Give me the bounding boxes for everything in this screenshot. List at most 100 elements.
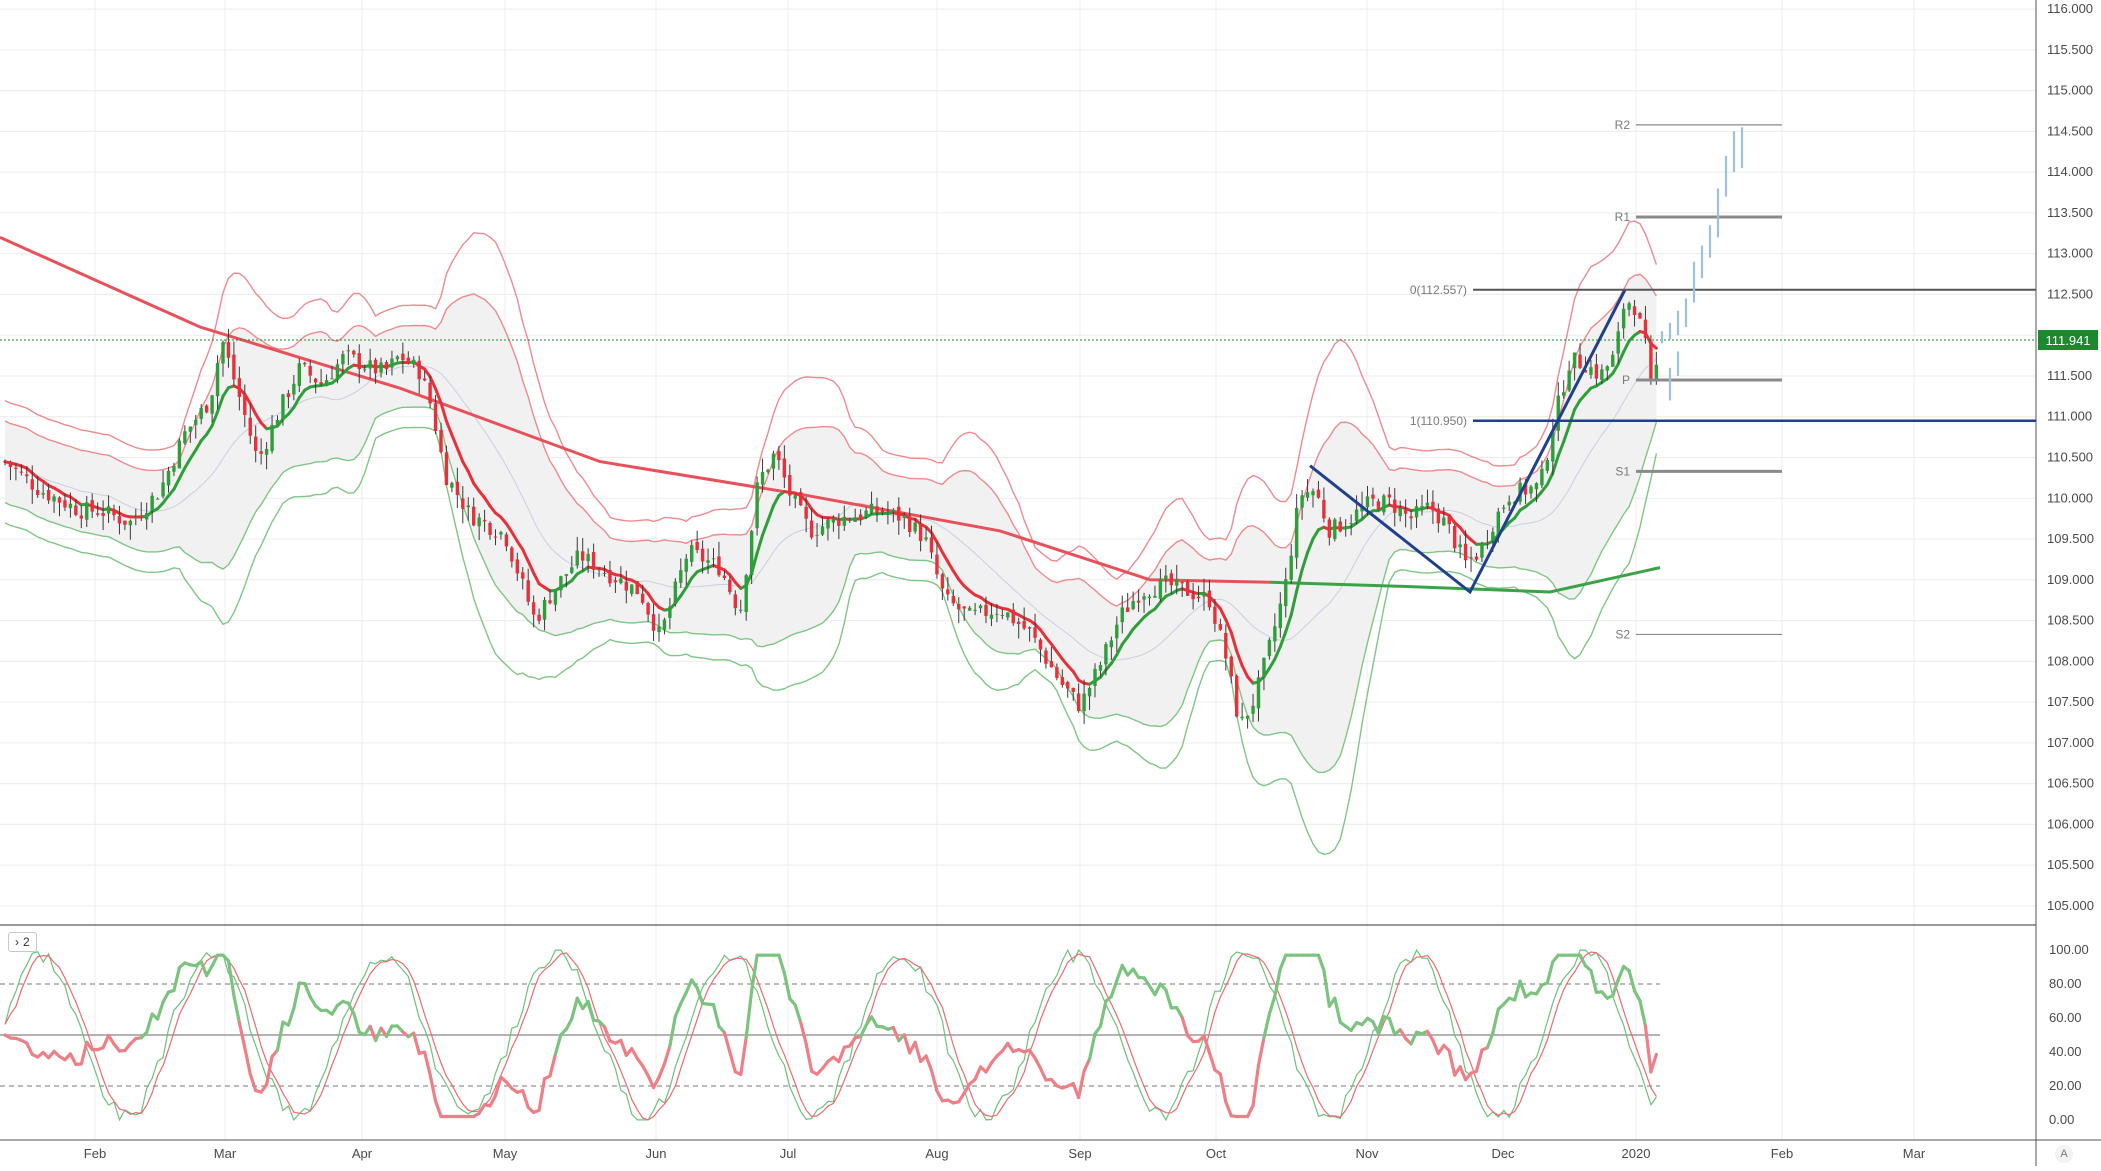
candle-body	[216, 363, 219, 396]
candle-body	[287, 393, 290, 397]
candle-body	[968, 608, 971, 611]
osc-tick-label: 100.00	[2049, 942, 2089, 957]
candle-body	[488, 523, 491, 535]
candle-body	[973, 610, 976, 611]
candle-body	[178, 441, 181, 469]
candle-body	[783, 459, 786, 478]
candle-body	[325, 380, 328, 386]
candle-body	[1240, 717, 1243, 719]
level-label-s1: S1	[1615, 464, 1630, 478]
candle-body	[712, 558, 715, 559]
candle-body	[734, 594, 737, 608]
price-tick-label: 107.000	[2047, 735, 2094, 750]
candle-body	[161, 482, 164, 496]
candle-body	[1137, 601, 1140, 603]
level-label-r2: R2	[1615, 118, 1631, 132]
candle-body	[581, 551, 584, 560]
candle-body	[1262, 658, 1265, 678]
candle-body	[494, 537, 497, 538]
chevron-right-icon: ›	[15, 935, 19, 949]
candle-body	[1317, 490, 1320, 498]
candle-body	[390, 358, 393, 367]
candle-body	[1437, 509, 1440, 524]
candle-body	[1273, 626, 1276, 641]
candle-body	[657, 627, 660, 633]
candle-body	[123, 521, 126, 525]
candle-body	[232, 355, 235, 380]
candle-body	[630, 584, 633, 593]
indicator-pane-toggle[interactable]: ›2	[8, 932, 37, 952]
candle-body	[1655, 365, 1658, 380]
candle-body	[979, 606, 982, 609]
osc-tick-label: 80.00	[2049, 976, 2082, 991]
candle-body	[423, 379, 426, 381]
candle-body	[1235, 676, 1238, 717]
candle-body	[249, 418, 252, 436]
candle-body	[870, 504, 873, 513]
candle-body	[445, 452, 448, 485]
candle-body	[1458, 544, 1461, 547]
candle	[1235, 674, 1238, 717]
candle-body	[1072, 688, 1075, 692]
candle-body	[183, 431, 186, 443]
candle	[205, 404, 208, 413]
candle-body	[1131, 601, 1134, 609]
candle-body	[674, 582, 677, 604]
candle-body	[101, 513, 104, 516]
candle-body	[238, 378, 241, 397]
candle-body	[559, 576, 562, 590]
candle-body	[205, 406, 208, 413]
candle-body	[107, 506, 110, 513]
candle-body	[1306, 492, 1309, 498]
price-tick-label: 113.500	[2047, 205, 2093, 220]
candle-body	[385, 362, 388, 369]
candle-body	[69, 504, 72, 508]
candle-body	[1093, 669, 1096, 686]
candle-body	[603, 573, 606, 574]
candle-body	[864, 511, 867, 517]
candle-body	[652, 614, 655, 631]
time-tick-label: Sep	[1068, 1146, 1091, 1161]
candle-body	[848, 519, 851, 520]
candle-body	[843, 517, 846, 526]
candle-body	[167, 471, 170, 486]
candle-body	[227, 342, 230, 358]
candle-body	[1322, 500, 1325, 519]
candle-body	[1349, 523, 1352, 524]
candle-body	[1540, 469, 1543, 486]
candle-body	[1230, 657, 1233, 677]
candle-body	[1121, 607, 1124, 622]
candle-body	[1644, 320, 1647, 338]
auto-scale-button[interactable]: A	[2055, 1145, 2073, 1163]
candle-body	[428, 383, 431, 404]
candle-body	[1431, 502, 1434, 511]
price-tick-label: 109.500	[2047, 531, 2094, 546]
candle-body	[1028, 627, 1031, 628]
candle-body	[837, 520, 840, 526]
candle-body	[461, 498, 464, 508]
candle-body	[586, 554, 589, 561]
candle-body	[1595, 364, 1598, 378]
candle-body	[63, 500, 66, 507]
candle-body	[1197, 597, 1200, 598]
candle-body	[745, 575, 748, 612]
candle-body	[625, 582, 628, 591]
candle-body	[1486, 543, 1489, 544]
candle-body	[243, 394, 246, 415]
candle-body	[281, 394, 284, 420]
candle-body	[1082, 694, 1085, 712]
candle-body	[210, 395, 213, 413]
price-tick-label: 114.500	[2047, 123, 2093, 138]
candle-body	[1279, 604, 1282, 629]
candle-body	[1224, 633, 1227, 659]
candle-body	[1246, 716, 1249, 719]
candle-body	[412, 360, 415, 364]
price-tick-label: 111.000	[2047, 409, 2092, 424]
price-tick-label: 105.500	[2047, 857, 2094, 872]
candle-body	[859, 514, 862, 519]
candle-body	[832, 518, 835, 522]
candle-body	[118, 516, 121, 524]
candle-body	[565, 574, 568, 576]
candle-body	[636, 581, 639, 594]
